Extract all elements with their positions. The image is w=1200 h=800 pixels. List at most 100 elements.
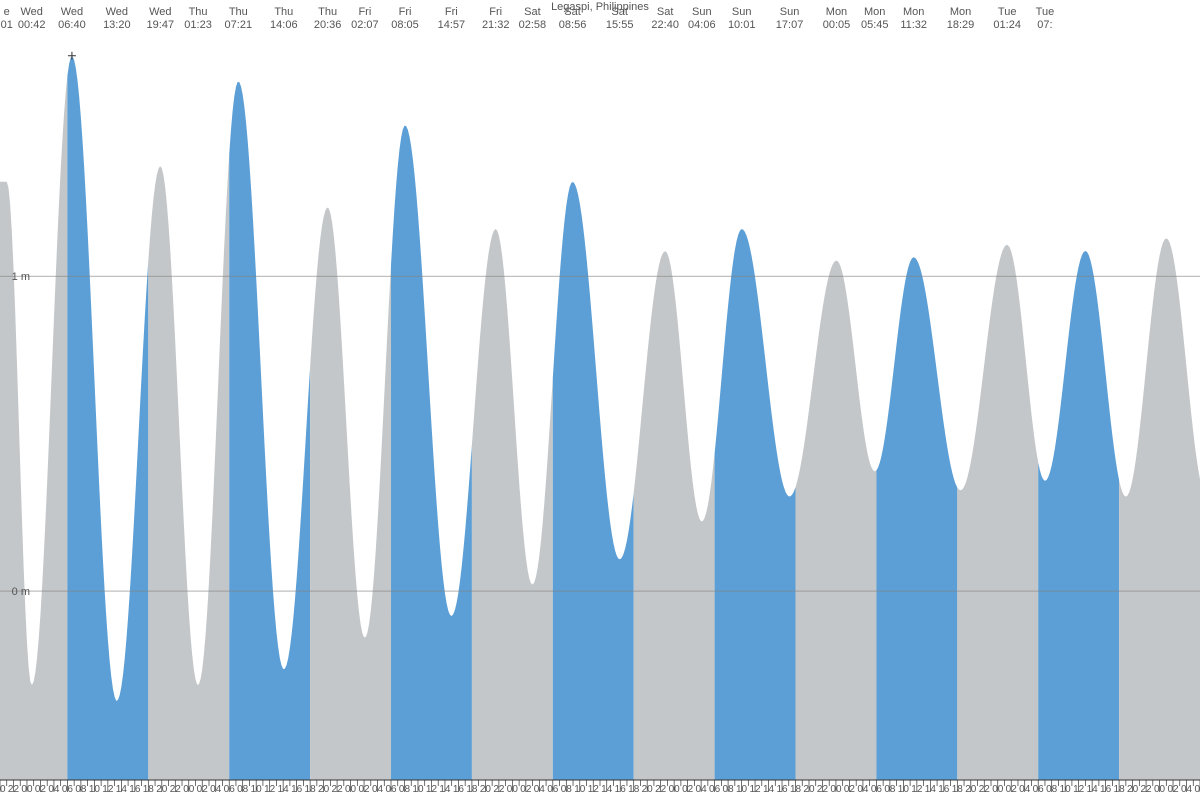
- header-day: Thu: [318, 6, 337, 18]
- x-tick-label: 22: [332, 784, 344, 795]
- header-day: Wed: [20, 6, 42, 18]
- header-day: Mon: [950, 6, 971, 18]
- x-tick-label: 22: [1141, 784, 1153, 795]
- x-tick-label: 18: [790, 784, 802, 795]
- x-tick-label: 10: [736, 784, 748, 795]
- x-tick-label: 02: [358, 784, 370, 795]
- x-tick-label: 04: [1181, 784, 1193, 795]
- x-tick-label: 00: [669, 784, 681, 795]
- x-tick-label: 20: [0, 784, 6, 795]
- header-day: Sat: [524, 6, 541, 18]
- x-tick-label: 16: [615, 784, 627, 795]
- header-day: Wed: [61, 6, 83, 18]
- x-tick-label: 04: [48, 784, 60, 795]
- x-tick-label: 00: [830, 784, 842, 795]
- header-time: 21:32: [482, 19, 510, 31]
- x-tick-label: 04: [857, 784, 869, 795]
- x-tick-label: 18: [305, 784, 317, 795]
- header-time: 02:58: [519, 19, 547, 31]
- x-tick-label: 18: [143, 784, 155, 795]
- header-day: Thu: [229, 6, 248, 18]
- header-day: Tue: [998, 6, 1017, 18]
- x-tick-label: 02: [35, 784, 47, 795]
- tide-chart-svg: 0 m1 m2022000204060810121416182022000204…: [0, 0, 1200, 800]
- x-tick-label: 12: [588, 784, 600, 795]
- x-tick-label: 14: [1087, 784, 1099, 795]
- x-tick-label: 00: [21, 784, 33, 795]
- header-time: 20:36: [314, 19, 342, 31]
- x-tick-label: 16: [129, 784, 141, 795]
- header-time: 00:05: [823, 19, 851, 31]
- x-tick-label: 06: [385, 784, 397, 795]
- x-tick-label: 10: [89, 784, 101, 795]
- x-tick-label: 00: [992, 784, 1004, 795]
- header-time: 07:: [1037, 19, 1052, 31]
- header-time: 14:57: [438, 19, 466, 31]
- x-tick-label: 10: [1060, 784, 1072, 795]
- header-time: 08:56: [559, 19, 587, 31]
- x-tick-label: 06: [547, 784, 559, 795]
- x-tick-label: 04: [534, 784, 546, 795]
- x-tick-label: 12: [749, 784, 761, 795]
- x-tick-label: 22: [8, 784, 20, 795]
- x-tick-label: 18: [952, 784, 964, 795]
- x-tick-label: 22: [170, 784, 182, 795]
- x-tick-label: 08: [723, 784, 735, 795]
- x-tick-label: 10: [412, 784, 424, 795]
- x-tick-label: 20: [642, 784, 654, 795]
- x-tick-label: 16: [938, 784, 950, 795]
- header-time: 15:55: [606, 19, 634, 31]
- header-day: Thu: [274, 6, 293, 18]
- chart-title: Legaspi, Philippines: [551, 1, 649, 13]
- x-tick-label: 00: [507, 784, 519, 795]
- x-tick-label: 12: [264, 784, 276, 795]
- header-time: 11:32: [900, 19, 927, 31]
- x-tick-label: 12: [102, 784, 114, 795]
- x-tick-label: 20: [803, 784, 815, 795]
- header-time: 22:40: [651, 19, 679, 31]
- header-time: 05:45: [861, 19, 889, 31]
- header-day: Sun: [732, 6, 752, 18]
- x-tick-label: 18: [628, 784, 640, 795]
- x-tick-label: 08: [1046, 784, 1058, 795]
- x-tick-label: 08: [399, 784, 411, 795]
- y-axis-label: 1 m: [12, 271, 30, 283]
- x-tick-label: 20: [318, 784, 330, 795]
- x-tick-label: 06: [1033, 784, 1045, 795]
- x-tick-label: 14: [925, 784, 937, 795]
- x-tick-label: 06: [224, 784, 236, 795]
- x-tick-label: 02: [1167, 784, 1179, 795]
- header-day: Fri: [358, 6, 371, 18]
- x-tick-label: 20: [965, 784, 977, 795]
- header-day: Mon: [864, 6, 885, 18]
- x-tick-label: 10: [251, 784, 263, 795]
- header-time: 01:23: [184, 19, 212, 31]
- x-tick-label: 14: [116, 784, 128, 795]
- x-tick-label: 12: [426, 784, 438, 795]
- x-tick-label: 12: [911, 784, 923, 795]
- header-day: Mon: [826, 6, 847, 18]
- x-tick-label: 18: [466, 784, 478, 795]
- x-tick-label: 14: [439, 784, 451, 795]
- x-tick-label: 04: [210, 784, 222, 795]
- x-tick-label: 04: [372, 784, 384, 795]
- x-tick-label: 14: [763, 784, 775, 795]
- x-tick-label: 08: [884, 784, 896, 795]
- x-tick-label: 02: [520, 784, 532, 795]
- x-tick-label: 02: [844, 784, 856, 795]
- header-day: Sun: [692, 6, 712, 18]
- x-tick-label: 10: [574, 784, 586, 795]
- header-day: e: [4, 6, 10, 18]
- header-time: 01:24: [993, 19, 1021, 31]
- x-tick-label: 00: [345, 784, 357, 795]
- header-day: Wed: [149, 6, 171, 18]
- header-time: 08:05: [391, 19, 419, 31]
- header-time: 07:21: [225, 19, 253, 31]
- header-time: 18:29: [947, 19, 975, 31]
- x-tick-label: 14: [278, 784, 290, 795]
- header-time: 06:40: [58, 19, 86, 31]
- x-tick-label: 06: [709, 784, 721, 795]
- x-tick-label: 20: [1127, 784, 1139, 795]
- header-day: Fri: [399, 6, 412, 18]
- header-time: 01: [1, 19, 13, 31]
